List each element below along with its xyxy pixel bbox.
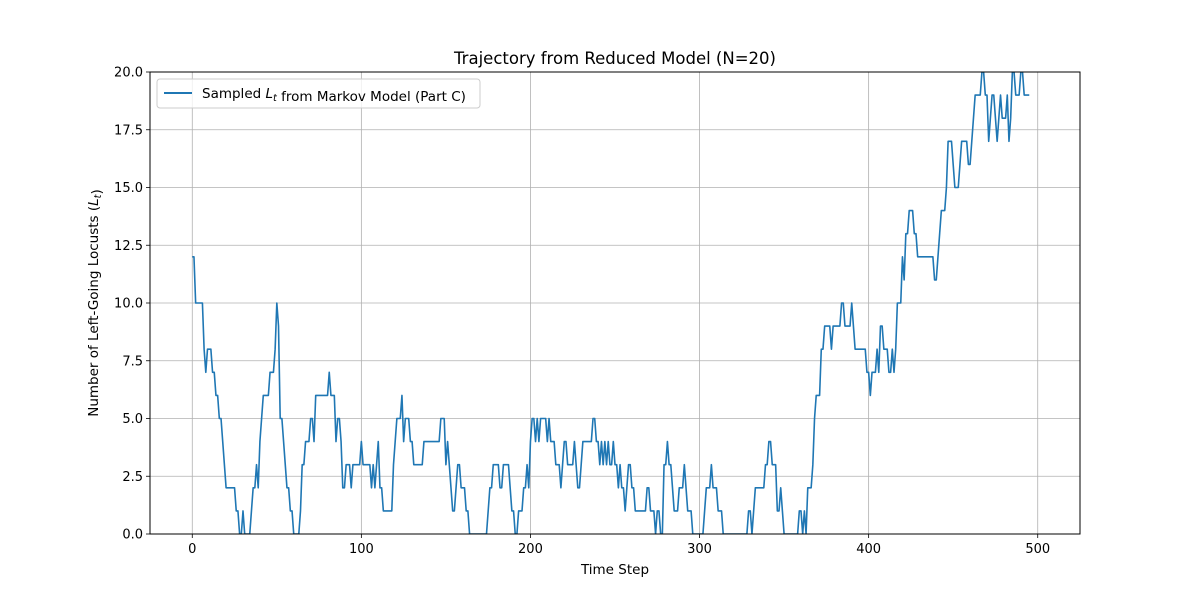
y-tick-label: 17.5 [114, 123, 143, 138]
x-tick-label: 200 [518, 542, 543, 557]
y-tick-label: 5.0 [122, 412, 143, 427]
y-tick-label: 12.5 [114, 239, 143, 254]
x-tick-label: 100 [349, 542, 374, 557]
x-tick-label: 400 [856, 542, 881, 557]
y-tick-label: 0.0 [122, 528, 143, 543]
x-tick-label: 300 [687, 542, 712, 557]
y-axis-label: Number of Left-Going Locusts (Lt) [86, 189, 105, 417]
axis-ticks: 0 100 200 300 400 500 0.0 2.5 5.0 7.5 10.0 12.5 15.0… [114, 66, 1050, 558]
x-axis-label: Time Step [580, 562, 649, 578]
series-line [192, 72, 1030, 534]
x-tick-label: 500 [1025, 542, 1050, 557]
y-tick-label: 10.0 [114, 297, 143, 312]
legend-entry: Sampled Lt from Markov Model (Part C) [202, 86, 466, 105]
y-tick-label: 2.5 [122, 470, 143, 485]
chart-title: Trajectory from Reduced Model (N=20) [453, 49, 776, 68]
y-tick-label: 7.5 [122, 354, 143, 369]
grid [150, 71, 1080, 535]
x-tick-label: 0 [188, 542, 196, 557]
y-tick-label: 20.0 [114, 66, 143, 81]
plot-area [192, 72, 1030, 534]
legend: Sampled Lt from Markov Model (Part C) [156, 78, 481, 109]
legend-box [156, 78, 481, 109]
y-tick-label: 15.0 [114, 181, 143, 196]
